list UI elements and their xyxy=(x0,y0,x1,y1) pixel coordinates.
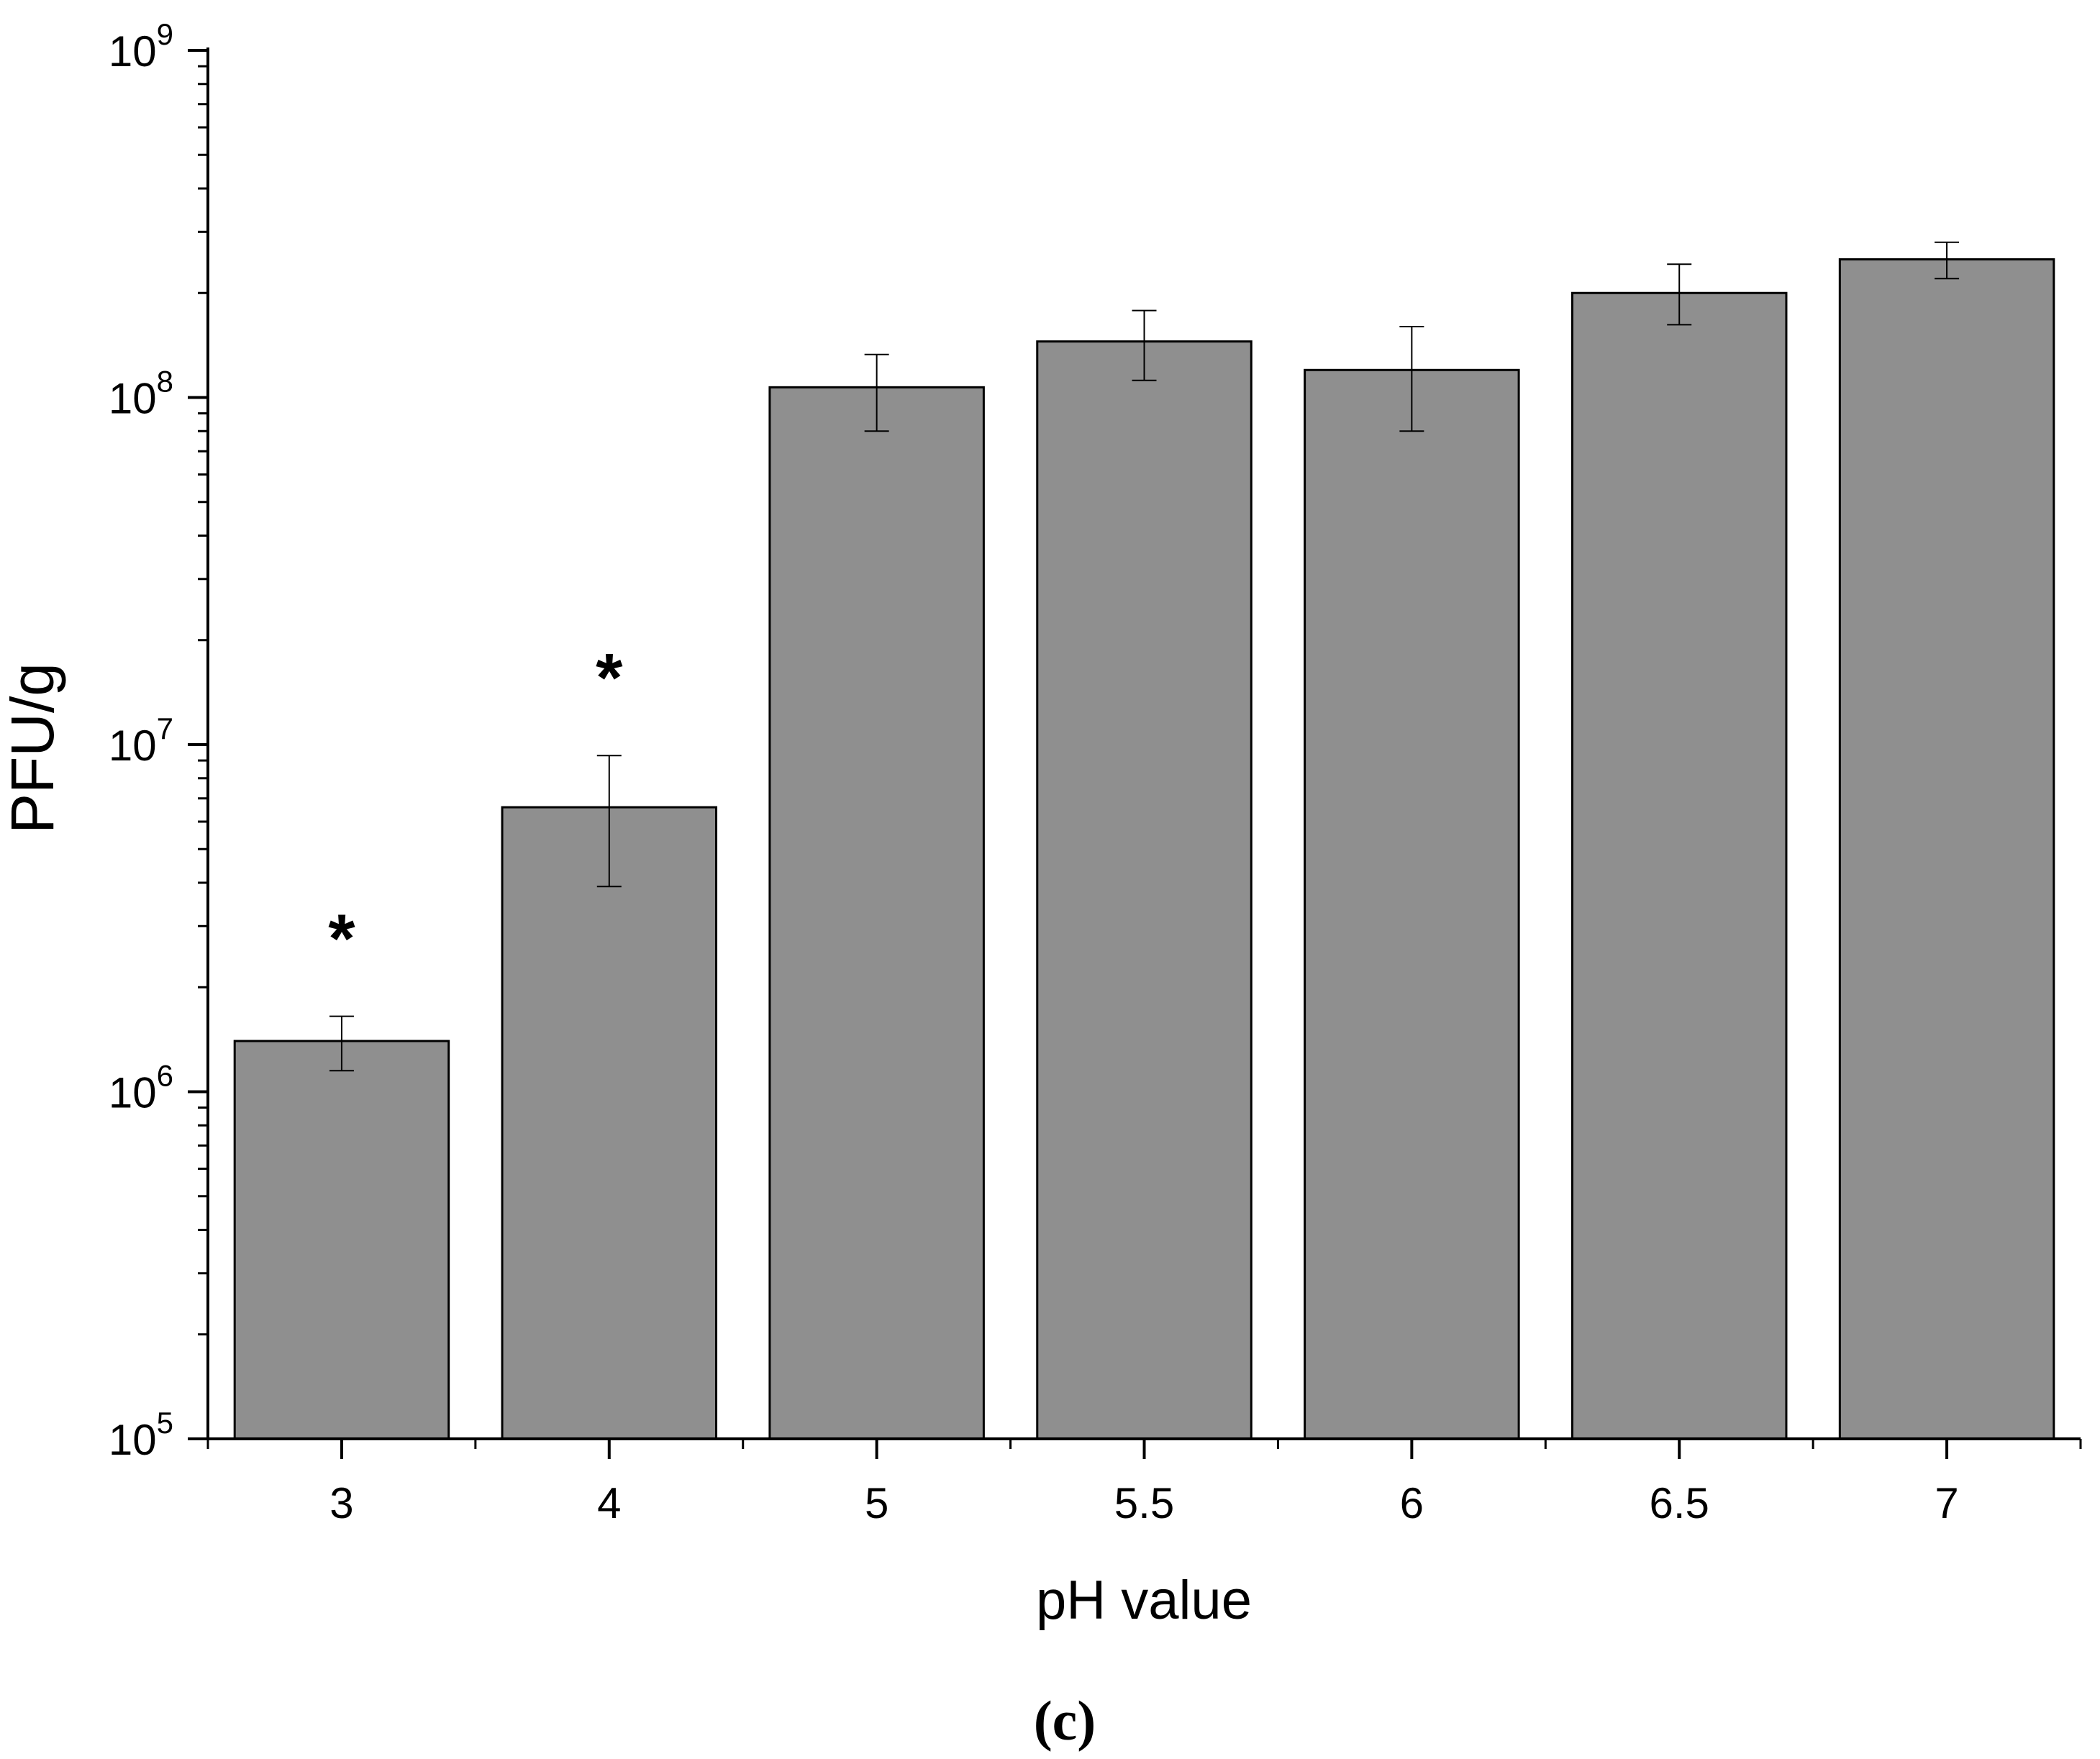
bar-ph-4 xyxy=(501,806,718,1440)
x-tick-label-5: 5 xyxy=(865,1479,888,1527)
bar-ph-5 xyxy=(768,386,985,1440)
error-bar-ph-4 xyxy=(596,755,622,888)
significance-star-ph-4: * xyxy=(596,640,623,717)
x-tick-label-4: 4 xyxy=(597,1479,621,1527)
error-bar-ph-3 xyxy=(329,1015,354,1072)
error-bar-ph-5 xyxy=(864,353,889,432)
ticks-layer: 3 4 5 5.5 6 6.5 7 105 106 107 108 109 xyxy=(109,17,2082,1527)
y-tick-label-1e7: 107 xyxy=(109,712,173,770)
error-bar-ph-6 xyxy=(1399,326,1424,432)
y-tick-label-1e9: 109 xyxy=(109,17,173,76)
figure-caption: (c) xyxy=(1034,1689,1096,1752)
y-tick-label-1e6: 106 xyxy=(109,1059,173,1117)
error-bar-ph-7 xyxy=(1935,241,1960,280)
bar-ph-5.5 xyxy=(1036,340,1253,1440)
error-bars-layer xyxy=(329,241,1960,1072)
x-tick-label-6: 6 xyxy=(1400,1479,1424,1527)
bar-ph-3 xyxy=(233,1040,450,1440)
bar-ph-6.5 xyxy=(1571,291,1788,1440)
bar-ph-7 xyxy=(1838,258,2055,1440)
error-bar-ph-6.5 xyxy=(1667,263,1692,326)
x-tick-label-6.5: 6.5 xyxy=(1650,1479,1709,1527)
x-tick-label-3: 3 xyxy=(329,1479,353,1527)
x-axis-title: pH value xyxy=(1036,1570,1252,1631)
significance-layer: ** xyxy=(328,640,623,977)
y-tick-label-1e8: 108 xyxy=(109,365,173,423)
error-bar-ph-5.5 xyxy=(1132,309,1157,381)
x-tick-label-5.5: 5.5 xyxy=(1114,1479,1174,1527)
x-tick-label-7: 7 xyxy=(1935,1479,1958,1527)
y-tick-label-1e5: 105 xyxy=(109,1406,173,1464)
significance-star-ph-3: * xyxy=(328,901,355,978)
bar-ph-6 xyxy=(1304,368,1520,1440)
bars-layer xyxy=(233,258,2055,1440)
y-axis-title: PFU/g xyxy=(0,663,66,834)
